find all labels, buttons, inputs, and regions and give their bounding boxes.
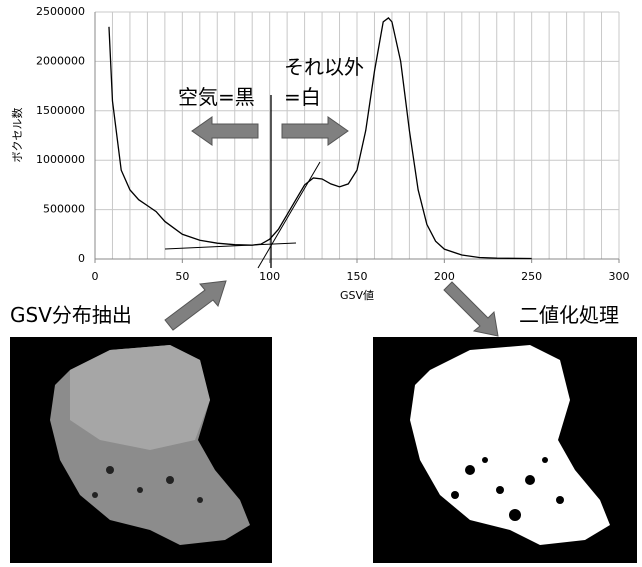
y-tick-label: 500000	[43, 203, 85, 216]
down-arrow	[444, 282, 498, 336]
x-axis-label: GSV値	[340, 289, 374, 302]
step-label: GSV分布抽出	[10, 303, 132, 327]
x-tick-label: 300	[609, 270, 630, 283]
figure: 0 50 100 150 200 250 300 0 500000 1000000 1500000 2…	[0, 0, 642, 563]
left-arrow	[192, 117, 258, 145]
step-label: 二値化処理	[519, 303, 619, 327]
annotation: それ以外	[284, 55, 364, 79]
y-tick-label: 1000000	[36, 153, 85, 166]
y-tick-label: 1500000	[36, 104, 85, 117]
y-tick-label: 2000000	[36, 54, 85, 67]
plot-frame: 0 50 100 150 200 250 300 0 500000 1000000 1500000 2…	[36, 5, 630, 283]
x-tick-label: 250	[521, 270, 542, 283]
right-arrow	[282, 117, 348, 145]
y-axis-label: ボクセル数	[11, 108, 24, 163]
binary-image	[373, 337, 637, 563]
y-tick-label: 0	[78, 252, 85, 265]
x-tick-label: 50	[175, 270, 189, 283]
x-tick-label: 0	[92, 270, 99, 283]
x-tick-label: 200	[434, 270, 455, 283]
up-arrow	[165, 281, 226, 330]
ct-image	[10, 337, 272, 563]
x-tick-label: 100	[259, 270, 280, 283]
fit-line	[258, 162, 320, 268]
x-tick-label: 150	[347, 270, 368, 283]
annotation: =白	[284, 85, 321, 109]
annotation: 空気=黒	[178, 85, 255, 109]
y-tick-label: 2500000	[36, 5, 85, 18]
